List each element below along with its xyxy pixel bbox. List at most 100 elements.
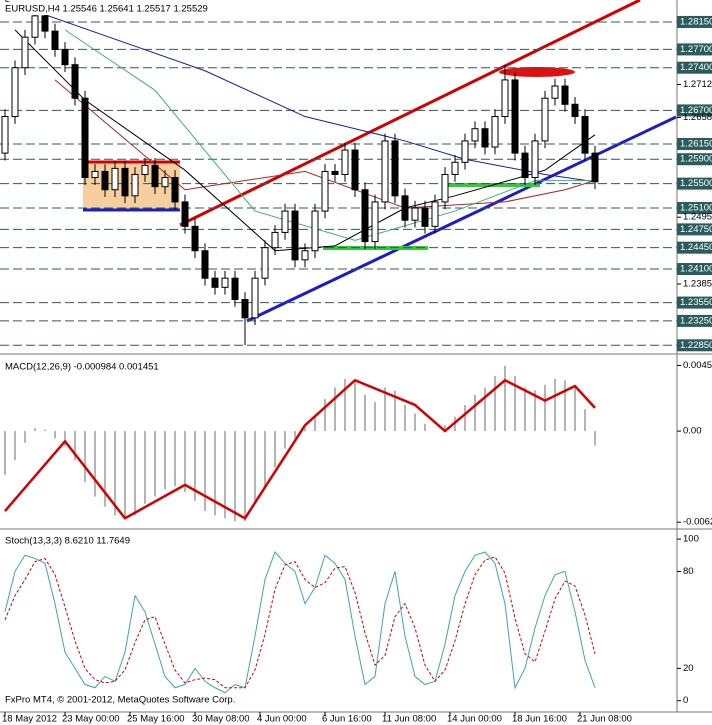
level-label-box [677, 223, 712, 236]
moving-average [14, 29, 596, 252]
x-tick-label: 21 Jun 08:00 [577, 714, 632, 725]
y-tick-label: 1.24950 [683, 212, 712, 223]
candle-body [411, 207, 419, 221]
candle-body [371, 201, 379, 243]
candle-body [151, 164, 159, 188]
y-tick-label: 20 [683, 663, 694, 674]
candle-body [171, 177, 179, 203]
candle-body [541, 97, 549, 142]
y-tick-label: 0.00452 [683, 360, 712, 371]
candle-body [181, 201, 189, 227]
level-label-box [677, 137, 712, 150]
candle-body [31, 15, 39, 38]
panel-title: Stoch(13,3,3) 8.6210 11.7649 [5, 536, 130, 547]
panel-title: MACD(12,26,9) -0.000984 0.001451 [5, 362, 159, 373]
candle-body [91, 170, 99, 179]
candle-body [11, 67, 19, 118]
y-tick-label: 80 [683, 566, 694, 577]
level-label: 1.24450 [680, 242, 712, 253]
candle-body [201, 250, 209, 279]
level-label: 1.25100 [680, 203, 712, 214]
candle-body [281, 210, 289, 233]
level-label: 1.25900 [680, 154, 712, 165]
candle-body [221, 277, 229, 288]
panel-title: EURUSD,H4 1.25546 1.25641 1.25517 1.2552… [5, 4, 208, 15]
y-tick-label: 1.23855 [683, 278, 712, 289]
title-bg [2, 2, 207, 15]
level-label: 1.23250 [680, 315, 712, 326]
channel-line [179, 0, 641, 227]
candle-body [241, 299, 249, 319]
macd-signal [4, 378, 596, 520]
candle-body [361, 189, 369, 243]
candle-body [561, 85, 569, 105]
candle-body [61, 48, 69, 66]
level-label: 1.22850 [680, 340, 712, 351]
candle-body [1, 116, 9, 154]
x-tick-label: 14 Jun 00:00 [447, 714, 502, 725]
candle-body [41, 15, 49, 32]
level-label: 1.28150 [680, 16, 712, 27]
candle-body [291, 210, 299, 261]
candle-body [231, 277, 239, 301]
trend-line [246, 115, 677, 323]
y-tick-label: 1.27125 [683, 79, 712, 90]
x-tick-label: 23 May 00:00 [62, 714, 120, 725]
level-label-box [677, 241, 712, 254]
level-label-box [677, 15, 712, 28]
candle-body [451, 161, 459, 175]
candle-body [521, 152, 529, 179]
candle-body [271, 231, 279, 249]
candle-body [551, 85, 559, 99]
level-label: 1.23550 [680, 297, 712, 308]
candle-body [381, 140, 389, 203]
candle-body [21, 36, 29, 69]
candle-body [431, 201, 439, 227]
footer: FxPro MT4, © 2001-2012, MetaQuotes Softw… [5, 695, 235, 706]
y-tick-label: 0.00 [683, 426, 702, 437]
candle-body [441, 173, 449, 203]
level-label-box [677, 263, 712, 276]
candle-body [341, 149, 349, 175]
level-label-box [677, 61, 712, 74]
level-label-box [677, 153, 712, 166]
y-tick-label: 0 [683, 695, 688, 706]
candle-body [351, 149, 359, 191]
candle-body [81, 97, 89, 179]
level-label-box [677, 296, 712, 309]
x-tick-label: 6 Jun 16:00 [322, 714, 372, 725]
candle-body [261, 247, 269, 279]
x-tick-label: 18 May 2012 [2, 714, 57, 725]
y-tick-label: 1.26585 [683, 112, 712, 123]
candle-body [191, 225, 199, 252]
x-tick-label: 25 May 16:00 [127, 714, 185, 725]
x-tick-label: 30 May 08:00 [192, 714, 250, 725]
candle-body [111, 167, 119, 191]
candle-body [71, 64, 79, 99]
level-label: 1.24750 [680, 224, 712, 235]
level-label-box [677, 314, 712, 327]
candle-body [581, 116, 589, 154]
candle-body [311, 210, 319, 252]
resistance-mark [499, 67, 575, 77]
level-label-box [677, 202, 712, 215]
candle-body [531, 140, 539, 179]
x-tick-label: 4 Jun 00:00 [257, 714, 307, 725]
candle-body [481, 128, 489, 148]
level-label: 1.25500 [680, 178, 712, 189]
candle-body [511, 79, 519, 154]
candle-body [251, 277, 259, 319]
level-label: 1.24100 [680, 264, 712, 275]
candle-body [401, 195, 409, 221]
candle-body [131, 173, 139, 197]
level-label-box [677, 104, 712, 117]
level-label-box [677, 177, 712, 190]
level-label-box [677, 43, 712, 56]
stoch-line [4, 556, 596, 689]
candle-body [51, 30, 59, 50]
candle-body [501, 79, 509, 118]
candle-body [421, 207, 429, 227]
level-label-box [677, 339, 712, 352]
